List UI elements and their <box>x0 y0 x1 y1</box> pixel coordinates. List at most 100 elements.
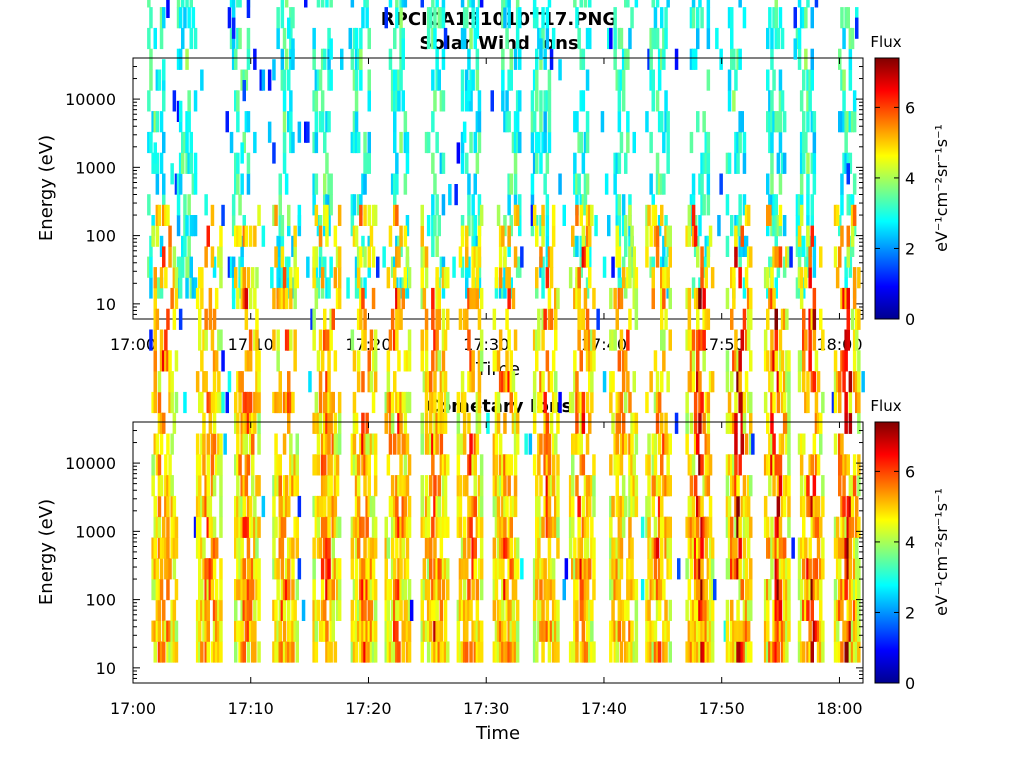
heatmap-cell <box>651 90 655 112</box>
heatmap-cell <box>611 620 615 642</box>
heatmap-cell <box>698 454 702 476</box>
heatmap-cell <box>501 277 505 299</box>
heatmap-cell <box>664 111 668 133</box>
heatmap-cell <box>581 246 586 268</box>
heatmap-cell <box>420 579 424 601</box>
heatmap-cell <box>405 620 410 642</box>
heatmap-cell <box>293 516 297 538</box>
heatmap-cell <box>204 371 208 393</box>
heatmap-cell <box>551 620 556 642</box>
heatmap-cell <box>571 641 575 663</box>
heatmap-cell <box>185 48 189 70</box>
heatmap-cell <box>666 152 670 174</box>
heatmap-cell <box>217 599 221 621</box>
heatmap-cell <box>198 329 202 351</box>
heatmap-cell <box>541 27 545 50</box>
heatmap-cell <box>611 495 615 518</box>
heatmap-cell <box>763 329 768 351</box>
heatmap-cell <box>325 204 329 226</box>
heatmap-cell <box>437 412 441 434</box>
heatmap-cell <box>736 599 740 621</box>
heatmap-cell <box>774 579 778 601</box>
heatmap-cell <box>744 599 749 621</box>
heatmap-cell <box>509 277 513 299</box>
heatmap-cell <box>535 90 539 112</box>
y-tick-label: 1000 <box>75 158 116 177</box>
heatmap-cell <box>325 537 329 559</box>
heatmap-cell <box>401 391 405 414</box>
heatmap-cell <box>855 599 859 621</box>
heatmap-cell <box>282 579 287 601</box>
heatmap-cell <box>852 350 857 372</box>
heatmap-cell <box>848 152 853 174</box>
heatmap-cell <box>842 69 846 91</box>
heatmap-cell <box>187 90 191 112</box>
heatmap-cell <box>431 111 435 133</box>
heatmap-cell <box>511 620 516 642</box>
heatmap-cell <box>776 558 781 580</box>
heatmap-cell <box>395 599 399 621</box>
heatmap-cell <box>585 599 590 621</box>
heatmap-cell <box>477 516 482 538</box>
heatmap-cell <box>149 131 153 154</box>
heatmap-cell <box>473 620 477 642</box>
heatmap-cell <box>543 412 547 434</box>
heatmap-cell <box>766 27 770 50</box>
heatmap-cell <box>422 579 427 601</box>
heatmap-cell <box>742 475 747 497</box>
heatmap-cell <box>214 641 219 663</box>
heatmap-cell <box>689 599 694 621</box>
heatmap-cell <box>838 246 842 268</box>
heatmap-cell <box>238 558 242 580</box>
heatmap-cell <box>634 599 639 621</box>
heatmap-cell <box>282 475 287 497</box>
heatmap-cell <box>740 495 744 518</box>
heatmap-cell <box>628 620 632 642</box>
heatmap-cell <box>778 371 783 393</box>
x-tick-label: 17:20 <box>345 335 391 354</box>
heatmap-cell <box>352 111 357 133</box>
heatmap-cell <box>217 620 221 642</box>
heatmap-cell <box>149 277 153 299</box>
heatmap-cell <box>390 308 395 330</box>
heatmap-cell <box>507 558 511 580</box>
heatmap-cell <box>172 90 177 112</box>
heatmap-cell <box>736 475 740 497</box>
heatmap-cell <box>833 620 838 642</box>
heatmap-cell <box>585 620 590 642</box>
heatmap-cell <box>350 537 355 559</box>
heatmap-cell <box>778 90 783 112</box>
heatmap-cell <box>240 235 244 257</box>
heatmap-cell <box>405 641 410 663</box>
heatmap-cell <box>359 599 363 621</box>
heatmap-cell <box>657 215 662 237</box>
heatmap-cell <box>217 454 221 476</box>
heatmap-cell <box>323 204 327 226</box>
heatmap-cell <box>691 7 696 29</box>
heatmap-cell <box>738 215 742 237</box>
heatmap-cell <box>816 641 821 663</box>
heatmap-cell <box>852 204 857 226</box>
heatmap-cell <box>621 371 626 393</box>
heatmap-cell <box>768 537 772 559</box>
heatmap-cell <box>439 620 444 642</box>
heatmap-cell <box>855 620 859 642</box>
heatmap-cell <box>242 131 246 154</box>
heatmap-cell <box>532 152 537 174</box>
heatmap-cell <box>295 454 299 476</box>
heatmap-cell <box>840 495 844 518</box>
heatmap-cell <box>573 620 577 642</box>
heatmap-cell <box>543 131 547 154</box>
heatmap-cell <box>776 454 781 476</box>
heatmap-cell <box>403 173 408 195</box>
heatmap-cell <box>585 277 590 299</box>
heatmap-cell <box>655 152 660 174</box>
heatmap-cell <box>734 495 738 518</box>
heatmap-cell <box>725 454 730 476</box>
heatmap-cell <box>172 246 177 268</box>
heatmap-cell <box>475 433 480 455</box>
heatmap-cell <box>657 599 662 621</box>
